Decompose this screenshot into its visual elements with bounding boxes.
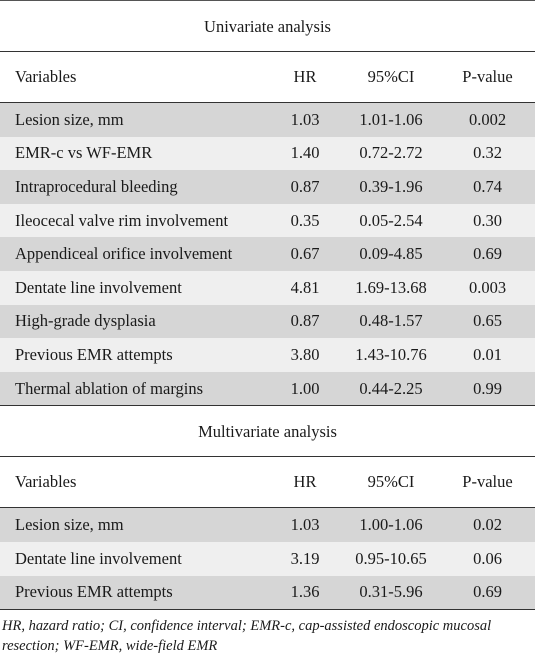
cell-variable: Previous EMR attempts <box>15 582 173 602</box>
cell-hr: 0.87 <box>290 176 320 196</box>
cell-ci: 1.00-1.06 <box>359 515 423 535</box>
cell-ci: 1.43-10.76 <box>355 344 427 364</box>
multivariate-title: Multivariate analysis <box>0 405 535 456</box>
cell-ci: 0.39-1.96 <box>359 176 423 196</box>
univariate-header-row: Variables HR 95%CI P-value <box>0 51 535 103</box>
table-row: Lesion size, mm 1.03 1.00-1.06 0.02 <box>0 508 535 542</box>
table-row: High-grade dysplasia 0.87 0.48-1.57 0.65 <box>0 304 535 339</box>
cell-p-value: 0.69 <box>473 582 502 602</box>
cell-hr: 0.35 <box>290 210 320 230</box>
cell-ci: 0.44-2.25 <box>359 378 423 398</box>
header-p-value: P-value <box>462 472 513 492</box>
cell-p-value: 0.002 <box>468 109 507 129</box>
cell-ci: 0.09-4.85 <box>359 244 423 264</box>
table-row: Ileocecal valve rim involvement 0.35 0.05-… <box>0 203 535 238</box>
cell-hr: 0.87 <box>290 311 320 331</box>
cell-p-value: 0.99 <box>473 378 502 398</box>
cell-variable: Thermal ablation of margins <box>15 378 204 398</box>
table-row: Dentate line involvement 4.81 1.69-13.68 0.… <box>0 270 535 305</box>
header-p-value: P-value <box>462 67 513 86</box>
header-ci: 95%CI <box>367 67 415 86</box>
cell-hr: 1.40 <box>290 143 320 163</box>
cell-ci: 0.31-5.96 <box>359 582 423 602</box>
header-hr: HR <box>293 472 317 492</box>
cell-p-value: 0.74 <box>473 176 502 196</box>
multivariate-body: Lesion size, mm 1.03 1.00-1.06 0.02 Dentate … <box>0 508 535 610</box>
cell-hr: 3.80 <box>290 344 320 364</box>
univariate-title: Univariate analysis <box>0 0 535 51</box>
cell-hr: 4.81 <box>290 277 320 297</box>
cell-variable: Dentate line involvement <box>15 277 182 297</box>
header-variables: Variables <box>15 67 77 86</box>
table-row: Previous EMR attempts 3.80 1.43-10.76 0.01 <box>0 338 535 372</box>
cell-hr: 1.03 <box>290 515 320 535</box>
table-row: Appendiceal orifice involvement 0.67 0.09-… <box>0 237 535 271</box>
cell-variable: Ileocecal valve rim involvement <box>15 210 229 230</box>
cell-p-value: 0.01 <box>473 344 502 364</box>
univariate-body: Lesion size, mm 1.03 1.01-1.06 0.002 EMR-c v… <box>0 103 535 406</box>
cell-hr: 1.00 <box>290 378 320 398</box>
table-row: Previous EMR attempts 1.36 0.31-5.96 0.69 <box>0 575 535 610</box>
table-row: EMR-c vs WF-EMR 1.40 0.72-2.72 0.32 <box>0 136 535 171</box>
cell-p-value: 0.30 <box>473 210 502 230</box>
cell-variable: Appendiceal orifice involvement <box>15 244 233 264</box>
table-row: Dentate line involvement 3.19 0.95-10.65 0.… <box>0 541 535 576</box>
cell-variable: Intraprocedural bleeding <box>15 176 178 196</box>
cell-ci: 0.48-1.57 <box>359 311 423 331</box>
cell-ci: 0.05-2.54 <box>359 210 423 230</box>
cell-ci: 1.69-13.68 <box>355 277 427 297</box>
cell-variable: High-grade dysplasia <box>15 311 156 331</box>
table-row: Intraprocedural bleeding 0.87 0.39-1.96 0.7… <box>0 170 535 204</box>
header-hr: HR <box>293 67 317 86</box>
cell-variable: Lesion size, mm <box>15 109 124 129</box>
cell-hr: 3.19 <box>290 548 320 568</box>
cell-variable: Previous EMR attempts <box>15 344 173 364</box>
cell-p-value: 0.32 <box>473 143 502 163</box>
cell-variable: Lesion size, mm <box>15 515 124 535</box>
cell-ci: 1.01-1.06 <box>359 109 423 129</box>
cell-p-value: 0.02 <box>473 515 502 535</box>
table-row: Lesion size, mm 1.03 1.01-1.06 0.002 <box>0 103 535 137</box>
cell-variable: EMR-c vs WF-EMR <box>15 143 153 163</box>
cell-ci: 0.72-2.72 <box>359 143 423 163</box>
cell-p-value: 0.65 <box>473 311 502 331</box>
cell-hr: 1.36 <box>290 582 320 602</box>
cell-hr: 1.03 <box>290 109 320 129</box>
header-variables: Variables <box>15 472 77 492</box>
cell-variable: Dentate line involvement <box>15 548 182 568</box>
cell-p-value: 0.69 <box>473 244 502 264</box>
cell-p-value: 0.06 <box>473 548 502 568</box>
header-ci: 95%CI <box>367 472 415 492</box>
multivariate-header-row: Variables HR 95%CI P-value <box>0 456 535 509</box>
cell-hr: 0.67 <box>290 244 320 264</box>
cell-p-value: 0.003 <box>468 277 507 297</box>
table-row: Thermal ablation of margins 1.00 0.44-2.25… <box>0 371 535 406</box>
cell-ci: 0.95-10.65 <box>355 548 427 568</box>
